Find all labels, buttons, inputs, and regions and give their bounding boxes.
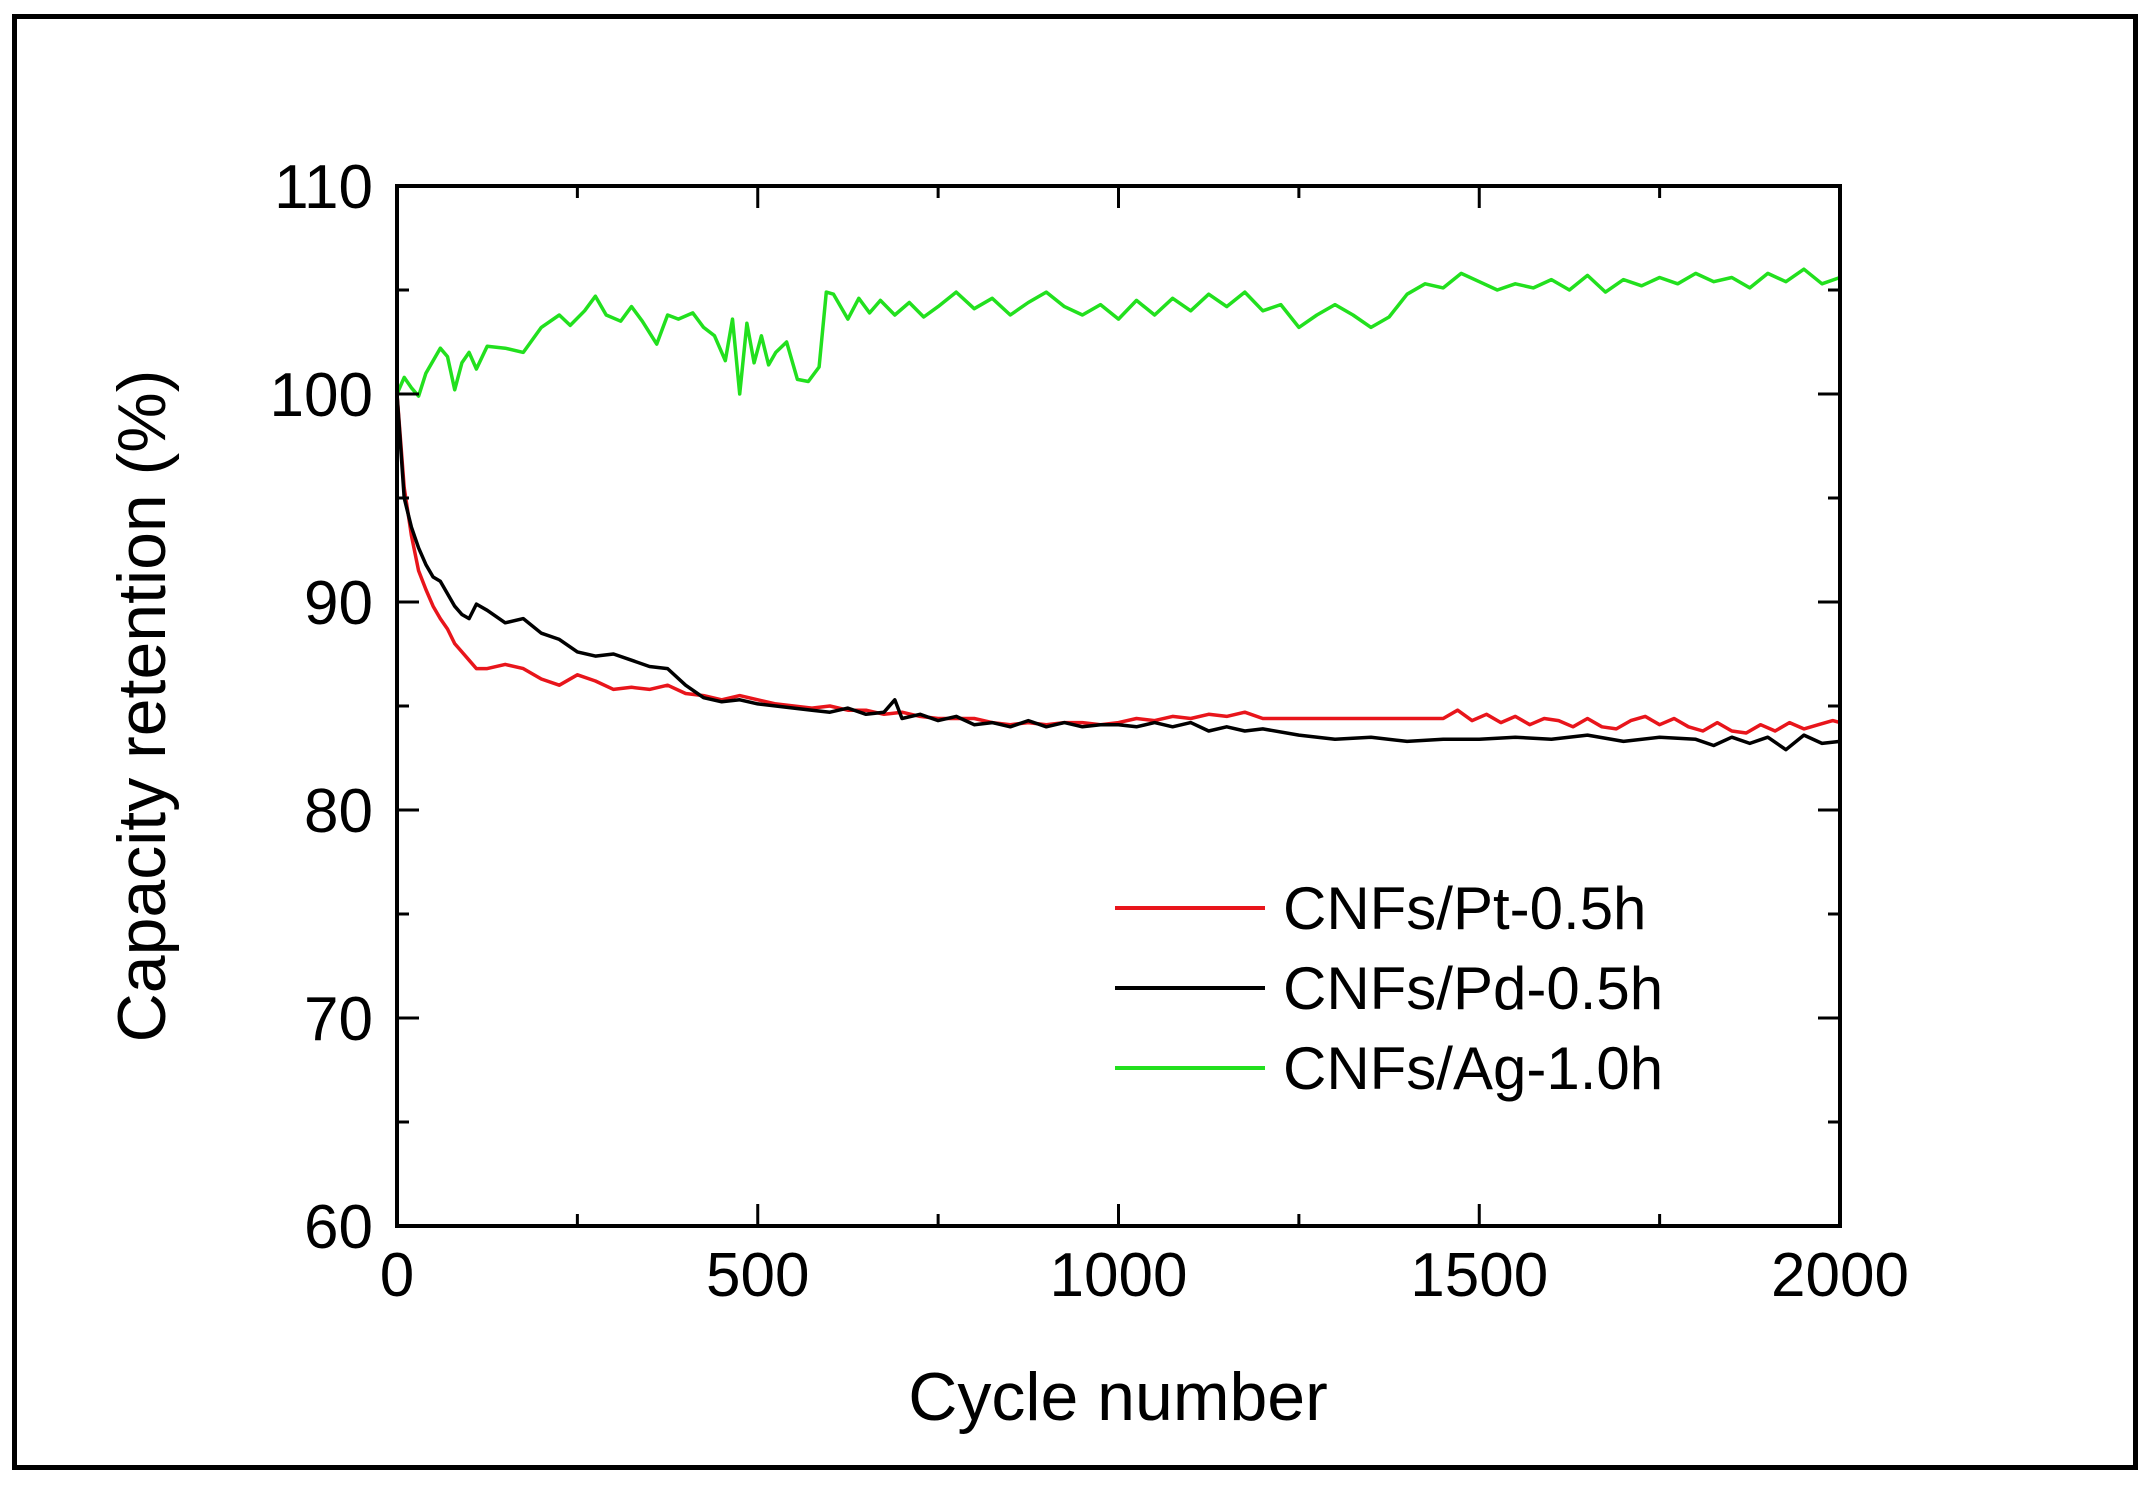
axis-tick-labels: 0 500 1000 1500 2000 60 70 80 90 100 110: [270, 153, 1909, 1310]
legend-label-cnfs-pd-0-5h: CNFs/Pd-0.5h: [1283, 955, 1663, 1022]
axis-ticks: [395, 184, 1842, 1228]
legend-label-cnfs-pt-0-5h: CNFs/Pt-0.5h: [1283, 875, 1646, 942]
plot-lines: [395, 267, 1841, 752]
legend-label-cnfs-ag-1-0h: CNFs/Ag-1.0h: [1283, 1035, 1663, 1102]
x-tick-label: 0: [380, 1241, 414, 1310]
x-tick-label: 2000: [1771, 1241, 1909, 1310]
series-line-cnfs-ag-1-0h: [395, 267, 1841, 398]
x-tick-label: 1000: [1050, 1241, 1188, 1310]
y-tick-label: 90: [304, 569, 373, 638]
x-tick-label: 500: [706, 1241, 809, 1310]
y-axis-title: Capacity retention (%): [104, 370, 180, 1043]
y-tick-label: 100: [270, 361, 373, 430]
series-line-cnfs-pd-0-5h: [395, 393, 1841, 752]
x-axis-title: Cycle number: [908, 1359, 1328, 1435]
y-tick-label: 60: [304, 1193, 373, 1262]
y-tick-label: 80: [304, 777, 373, 846]
legend: CNFs/Pt-0.5h CNFs/Pd-0.5h CNFs/Ag-1.0h: [1115, 875, 1663, 1102]
x-tick-label: 1500: [1410, 1241, 1548, 1310]
series-line-cnfs-pt-0-5h: [395, 393, 1841, 735]
y-tick-label: 110: [274, 153, 373, 222]
y-tick-label: 70: [304, 985, 373, 1054]
